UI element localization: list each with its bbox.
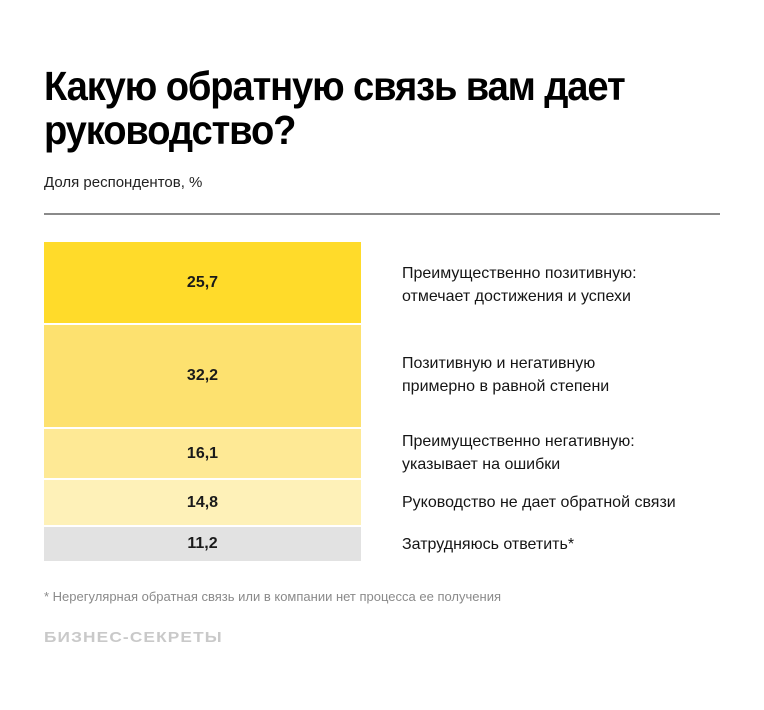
bar-segment: 11,2 <box>44 527 361 561</box>
chart-subtitle: Доля респондентов, % <box>44 174 203 191</box>
segment-label-line: примерно в равной степени <box>402 378 610 395</box>
segment-label-line: Преимущественно позитивную: <box>402 265 637 282</box>
header-divider <box>44 213 720 215</box>
segment-value: 25,7 <box>186 273 219 291</box>
footnote: * Нерегулярная обратная связь или в комп… <box>44 589 501 604</box>
segment-label-line: Преимущественно негативную: <box>402 433 635 450</box>
bar-segment: 25,7 <box>44 242 361 323</box>
segment-value: 14,8 <box>186 493 219 511</box>
segment-label-line: Позитивную и негативную <box>402 355 596 372</box>
segment-label-line: Затрудняюсь ответить* <box>402 536 575 553</box>
segment-label-line: отмечает достижения и успехи <box>402 288 631 305</box>
bar-segment: 14,8 <box>44 480 361 525</box>
stacked-bar: 25,7 32,2 16,1 14,8 11,2 <box>44 242 361 563</box>
segment-label: Позитивную и негативную примерно в равной… <box>402 352 732 398</box>
brand-logo: БИЗНЕС-СЕКРЕТЫ <box>44 629 223 646</box>
segment-value: 16,1 <box>186 444 219 462</box>
segment-label: Преимущественно позитивную: отмечает дост… <box>402 262 732 308</box>
chart-title: Какую обратную связь вам дает руководств… <box>44 63 626 153</box>
segment-label: Преимущественно негативную: указывает на … <box>402 430 732 476</box>
segment-value: 11,2 <box>187 535 218 552</box>
segment-label-line: Руководство не дает обратной связи <box>402 494 676 511</box>
bar-segment: 32,2 <box>44 325 361 427</box>
segment-label-line: указывает на ошибки <box>402 456 561 473</box>
segment-label: Затрудняюсь ответить* <box>402 533 732 556</box>
segment-value: 32,2 <box>186 367 219 384</box>
bar-segment: 16,1 <box>44 429 361 478</box>
segment-label: Руководство не дает обратной связи <box>402 491 732 514</box>
